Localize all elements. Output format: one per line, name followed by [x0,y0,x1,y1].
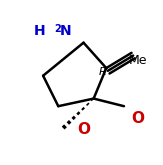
Text: R: R [99,67,106,77]
Text: N: N [59,24,71,38]
Text: Me: Me [129,54,148,67]
Text: H: H [34,24,46,38]
Text: O: O [77,122,90,137]
Text: O: O [131,111,144,126]
Text: 2: 2 [54,24,61,34]
